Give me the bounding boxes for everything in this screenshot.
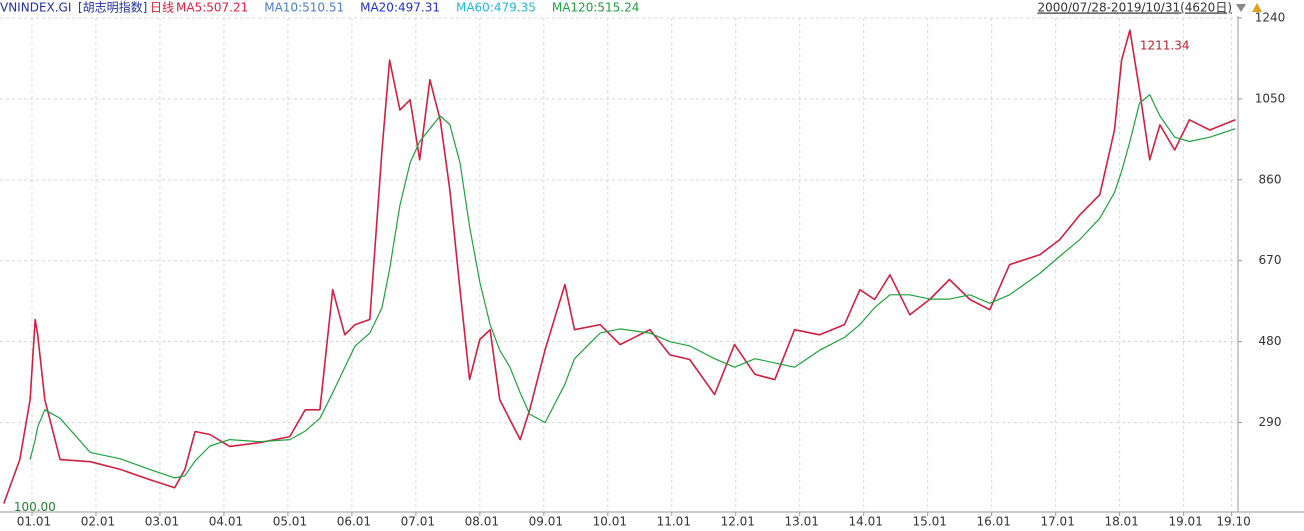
x-tick-label: 05.01: [273, 515, 307, 529]
x-tick-label: 08.01: [465, 515, 499, 529]
x-tick-label: 12.01: [721, 515, 755, 529]
date-range[interactable]: 2000/07/28-2019/10/31(4620日): [1037, 1, 1232, 15]
legend-entry: MA60:479.35: [456, 1, 536, 15]
chart-title: VNINDEX.GI: [0, 1, 71, 15]
x-tick-label: 06.01: [337, 515, 371, 529]
y-tick-label: 290: [1259, 415, 1282, 429]
x-tick-label: 19.10: [1216, 515, 1250, 529]
x-tick-label: 15.01: [913, 515, 947, 529]
y-tick-label: 860: [1259, 172, 1282, 186]
warning-icon: [1252, 3, 1262, 12]
y-tick-label: 1240: [1255, 11, 1286, 25]
chart-subtitle: [胡志明指数]: [78, 0, 147, 15]
y-tick-label: 670: [1259, 253, 1282, 267]
series-line: [29, 94, 1236, 479]
legend-entry: MA5:507.21: [176, 1, 248, 15]
x-tick-label: 02.01: [81, 515, 115, 529]
x-tick-label: 10.01: [593, 515, 627, 529]
legend-entry: MA10:510.51: [264, 1, 344, 15]
x-tick-label: 03.01: [145, 515, 179, 529]
x-tick-label: 04.01: [209, 515, 243, 529]
x-tick-label: 09.01: [529, 515, 563, 529]
legend-entry: MA120:515.24: [552, 1, 640, 15]
legend-entry: MA20:497.31: [360, 1, 440, 15]
series-line: [3, 29, 1236, 504]
value-label: 100.00: [14, 500, 56, 514]
y-tick-label: 1050: [1255, 91, 1286, 105]
value-label: 1211.34: [1140, 39, 1190, 53]
y-tick-label: 480: [1259, 334, 1282, 348]
x-tick-label: 17.01: [1040, 515, 1074, 529]
dropdown-icon[interactable]: [1236, 4, 1246, 12]
x-tick-label: 14.01: [849, 515, 883, 529]
x-tick-label: 19.01: [1168, 515, 1202, 529]
x-tick-label: 13.01: [785, 515, 819, 529]
x-tick-label: 11.01: [657, 515, 691, 529]
x-tick-label: 07.01: [401, 515, 435, 529]
x-tick-label: 18.01: [1104, 515, 1138, 529]
x-tick-label: 01.01: [17, 515, 51, 529]
x-tick-label: 16.01: [976, 515, 1010, 529]
period: 日线: [150, 1, 174, 15]
